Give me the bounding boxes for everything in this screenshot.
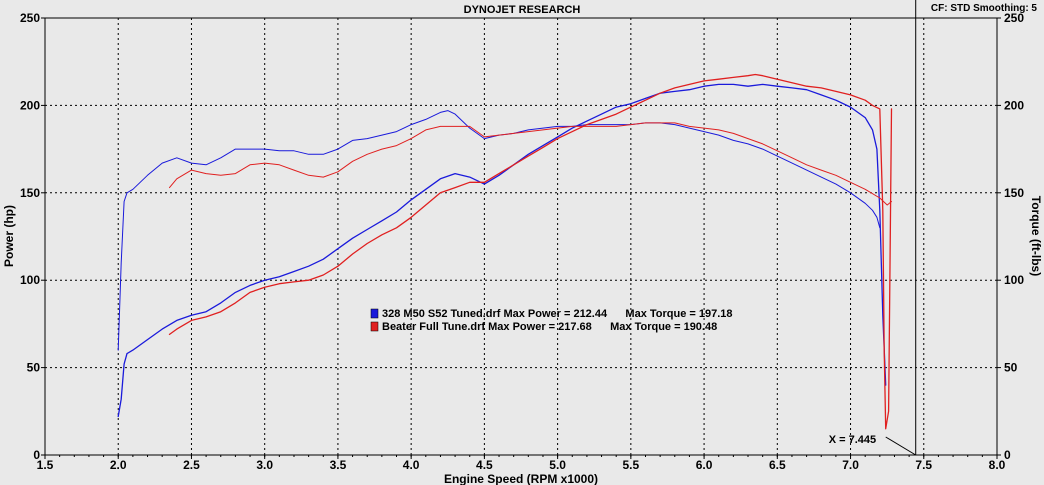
y-tick-label-left: 150 [20, 186, 40, 200]
y-tick-label-right: 200 [1004, 98, 1024, 112]
legend: 328 M50 S52 Tuned.drf Max Power = 212.44… [370, 308, 733, 333]
y-tick-label-right: 100 [1004, 273, 1024, 287]
cursor-layer: X = 7.445 [829, 0, 917, 456]
legend-entry-1: 328 M50 S52 Tuned.drf Max Power = 212.44… [382, 308, 733, 320]
y-tick-label-left: 100 [20, 273, 40, 287]
y-tick-label-right: 250 [1004, 11, 1024, 25]
axes: 1.5 2.0 2.5 3.0 3.5 4.0 4.5 5.0 5.5 6.0 6.5 7.0 7.5 8… [20, 11, 1024, 472]
y-tick-label-right: 150 [1004, 186, 1024, 200]
x-tick-label: 3.0 [256, 458, 273, 472]
series-line-blue-torque [117, 110, 881, 351]
y-axis-label-right: Torque (ft-lbs) [1029, 196, 1043, 276]
cursor-leader [885, 436, 916, 456]
x-tick-label: 2.0 [110, 458, 127, 472]
y-axis-label-left: Power (hp) [2, 205, 16, 267]
x-tick-label: 7.5 [915, 458, 932, 472]
y-tick-label-right: 0 [1004, 448, 1011, 462]
series-line-red-power [168, 73, 893, 430]
x-tick-label: 4.0 [403, 458, 420, 472]
x-tick-label: 1.5 [37, 458, 54, 472]
legend-swatch-blue [370, 308, 379, 319]
grid [45, 18, 997, 455]
y-tick-label-left: 200 [20, 98, 40, 112]
x-tick-label: 4.5 [476, 458, 493, 472]
legend-entry-2: Beater Full Tune.drf Max Power = 217.68 … [382, 321, 717, 333]
y-tick-label-left: 250 [20, 11, 40, 25]
x-tick-label: 6.5 [769, 458, 786, 472]
header-right: CF: STD Smoothing: 5 [931, 3, 1038, 14]
x-tick-label: 5.5 [623, 458, 640, 472]
series-line-red-torque [169, 122, 892, 206]
x-tick-label: 2.5 [183, 458, 200, 472]
plot-frame [44, 17, 998, 456]
x-tick-label: 8.0 [989, 458, 1006, 472]
x-tick-label: 5.0 [549, 458, 566, 472]
series-layer [117, 73, 893, 430]
x-tick-label: 3.5 [330, 458, 347, 472]
series-line-blue-power [117, 83, 887, 418]
x-tick-label: 6.0 [696, 458, 713, 472]
plot-area [45, 18, 997, 455]
y-tick-label-left: 0 [33, 448, 40, 462]
chart-title: DYNOJET RESEARCH [464, 4, 581, 16]
x-tick-label: 7.0 [842, 458, 859, 472]
legend-swatch-red [370, 321, 379, 332]
x-axis-label: Engine Speed (RPM x1000) [444, 472, 598, 485]
y-tick-label-left: 50 [27, 361, 41, 375]
y-tick-label-right: 50 [1004, 361, 1018, 375]
cursor-label: X = 7.445 [829, 434, 876, 446]
